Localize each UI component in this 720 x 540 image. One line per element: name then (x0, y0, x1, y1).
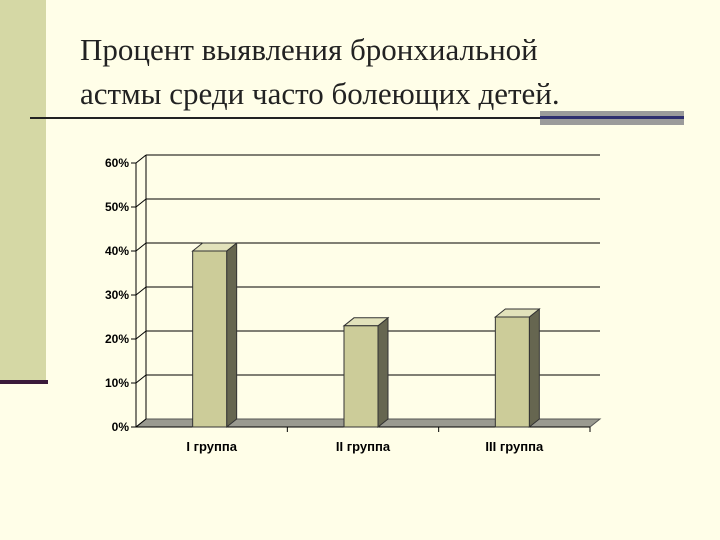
x-tick-label: II группа (336, 439, 391, 454)
y-tick-label: 60% (105, 156, 129, 170)
slide-title-line-1: Процент выявления бронхиальной (80, 32, 538, 67)
y-tick-label: 10% (105, 376, 129, 390)
bar (494, 316, 530, 428)
gridline-depth (135, 154, 147, 164)
y-tick-label: 40% (105, 244, 129, 258)
y-tick-label: 20% (105, 332, 129, 346)
decorative-side-bar (0, 0, 46, 382)
title-accent-line (540, 116, 684, 119)
gridline-depth (135, 242, 147, 252)
decorative-side-rule (0, 380, 48, 384)
x-tick-label: III группа (485, 439, 544, 454)
x-tick-label: I группа (186, 439, 237, 454)
bar-side (226, 241, 238, 429)
gridline-depth (135, 286, 147, 296)
bar-side (528, 307, 540, 429)
slide-title: Процент выявления бронхиальной астмы сре… (80, 28, 680, 116)
gridline-depth (135, 198, 147, 208)
gridline-depth (135, 374, 147, 384)
bar-side (377, 316, 389, 429)
y-tick-label: 0% (112, 420, 130, 434)
y-tick-label: 50% (105, 200, 129, 214)
gridline-depth (135, 418, 147, 428)
title-underline (30, 117, 684, 119)
bar (192, 250, 228, 428)
bar (343, 325, 379, 428)
y-tick-label: 30% (105, 288, 129, 302)
slide-title-line-2: астмы среди часто болеющих детей. (80, 76, 560, 111)
gridline-depth (135, 330, 147, 340)
